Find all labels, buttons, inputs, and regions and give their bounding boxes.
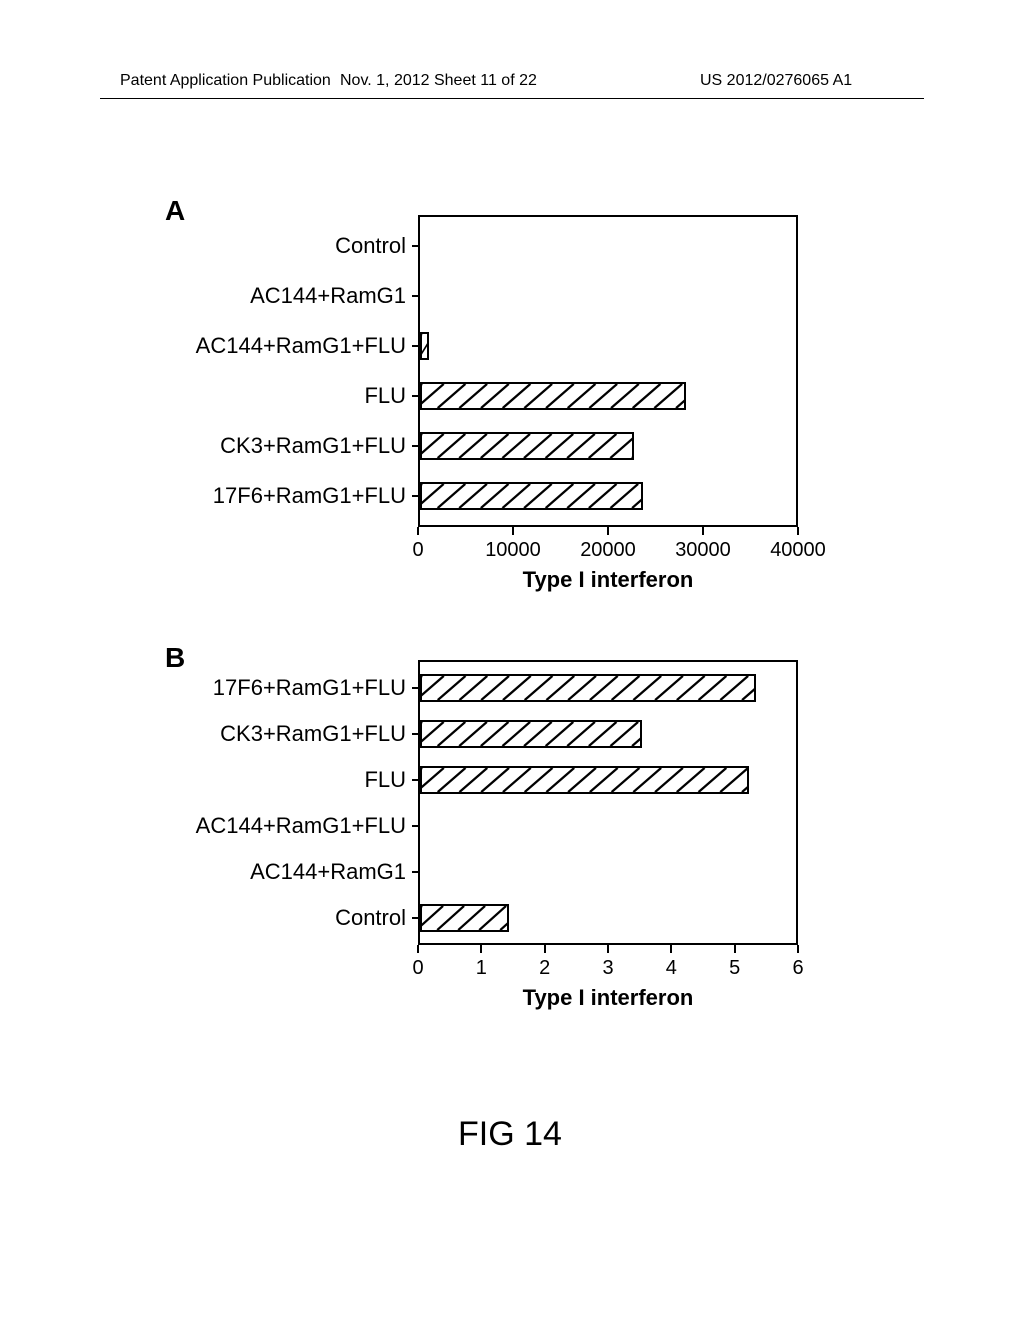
x-tick <box>512 527 514 535</box>
y-category-label: AC144+RamG1 <box>250 283 406 309</box>
x-tick-label: 3 <box>602 957 613 980</box>
x-tick-label: 6 <box>792 957 803 980</box>
x-tick <box>417 945 419 953</box>
y-tick <box>412 345 418 347</box>
header-rule <box>100 98 924 99</box>
x-tick-label: 20000 <box>580 539 636 562</box>
y-category-label: 17F6+RamG1+FLU <box>213 675 406 701</box>
x-tick <box>734 945 736 953</box>
x-axis-title: Type I interferon <box>523 567 694 593</box>
x-tick <box>702 527 704 535</box>
y-tick <box>412 825 418 827</box>
y-tick <box>412 495 418 497</box>
x-tick-label: 0 <box>412 957 423 980</box>
x-tick <box>797 527 799 535</box>
x-tick <box>607 945 609 953</box>
y-tick <box>412 295 418 297</box>
y-category-label: CK3+RamG1+FLU <box>220 433 406 459</box>
y-category-label: 17F6+RamG1+FLU <box>213 483 406 509</box>
bar <box>420 432 634 460</box>
y-tick <box>412 445 418 447</box>
plot-area <box>418 660 798 945</box>
chart-b: 17F6+RamG1+FLU CK3+RamG1+FLU FLU AC144+RamG… <box>168 650 808 1050</box>
y-tick <box>412 871 418 873</box>
x-tick <box>670 945 672 953</box>
x-tick <box>607 527 609 535</box>
x-tick-label: 2 <box>539 957 550 980</box>
header-right: US 2012/0276065 A1 <box>700 72 852 90</box>
bar <box>420 382 686 410</box>
y-category-label: FLU <box>364 767 406 793</box>
y-tick <box>412 687 418 689</box>
x-tick-label: 40000 <box>770 539 826 562</box>
y-category-label: AC144+RamG1 <box>250 859 406 885</box>
plot-area <box>418 215 798 527</box>
x-tick-label: 4 <box>666 957 677 980</box>
bar <box>420 674 756 702</box>
chart-a: Control AC144+RamG1 AC144+RamG1+FLU FLU CK3+… <box>168 205 808 625</box>
x-tick <box>480 945 482 953</box>
figure-caption: FIG 14 <box>458 1115 562 1154</box>
header-left: Patent Application Publication <box>120 72 331 90</box>
y-category-label: Control <box>335 905 406 931</box>
y-tick <box>412 779 418 781</box>
bar <box>420 482 643 510</box>
x-tick-label: 10000 <box>485 539 541 562</box>
x-tick <box>797 945 799 953</box>
header-center: Nov. 1, 2012 Sheet 11 of 22 <box>340 72 537 90</box>
x-tick-label: 1 <box>476 957 487 980</box>
y-tick <box>412 395 418 397</box>
x-tick-label: 5 <box>729 957 740 980</box>
x-tick <box>544 945 546 953</box>
bar <box>420 720 642 748</box>
y-tick <box>412 917 418 919</box>
bar <box>420 332 429 360</box>
y-category-label: AC144+RamG1+FLU <box>196 333 406 359</box>
x-axis-title: Type I interferon <box>523 985 694 1011</box>
x-tick-label: 30000 <box>675 539 731 562</box>
bar <box>420 904 509 932</box>
y-tick <box>412 733 418 735</box>
y-tick <box>412 245 418 247</box>
bar <box>420 766 749 794</box>
y-category-label: FLU <box>364 383 406 409</box>
y-category-label: CK3+RamG1+FLU <box>220 721 406 747</box>
x-tick <box>417 527 419 535</box>
y-category-label: Control <box>335 233 406 259</box>
y-category-label: AC144+RamG1+FLU <box>196 813 406 839</box>
x-tick-label: 0 <box>412 539 423 562</box>
